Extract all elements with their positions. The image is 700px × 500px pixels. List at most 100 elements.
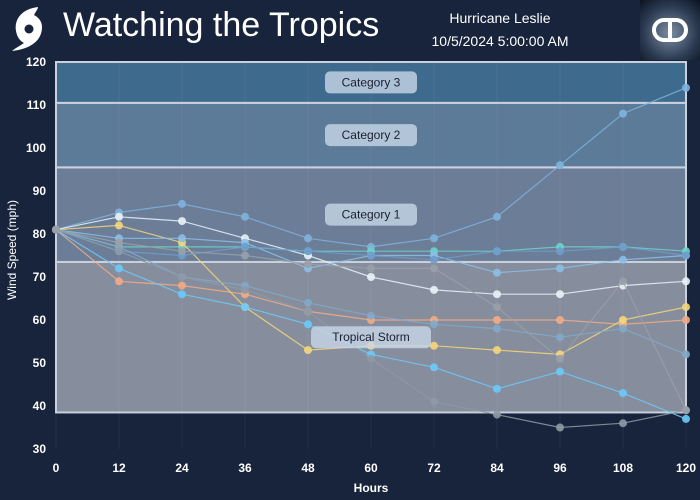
x-tick-label: 96: [553, 461, 567, 475]
band-label: Tropical Storm: [311, 326, 431, 349]
band-label-text: Tropical Storm: [332, 330, 410, 344]
x-tick-label: 0: [53, 461, 60, 475]
hurricane-icon: [12, 7, 42, 51]
data-point: [619, 324, 627, 333]
band-label-box: [325, 124, 417, 147]
band-label-box: [311, 326, 431, 349]
band-label-text: Category 3: [342, 75, 401, 89]
data-point: [304, 260, 312, 269]
data-point: [178, 273, 186, 281]
data-point: [619, 109, 627, 118]
data-point: [619, 419, 627, 428]
x-tick-label: 48: [301, 461, 315, 475]
data-point: [556, 423, 564, 432]
data-point: [241, 242, 249, 251]
data-point: [619, 316, 627, 324]
data-point: [304, 298, 312, 307]
y-axis-label: Wind Speed (mph): [5, 200, 19, 300]
data-point: [115, 212, 123, 221]
data-point: [115, 238, 123, 247]
y-tick-label: 80: [33, 227, 47, 241]
data-point: [556, 290, 564, 299]
timestamp: 10/5/2024 5:00:00 AM: [431, 33, 569, 49]
data-point: [241, 251, 249, 260]
band-label-text: Category 1: [342, 208, 401, 222]
x-tick-label: 108: [613, 461, 633, 475]
data-point: [493, 212, 501, 221]
data-point: [493, 290, 501, 299]
data-point: [52, 225, 60, 234]
band-label-box: [325, 203, 417, 226]
data-point: [619, 277, 627, 286]
data-point: [178, 247, 186, 256]
y-tick-label: 50: [33, 356, 47, 370]
band-label: Category 1: [325, 203, 417, 226]
data-point: [430, 264, 438, 273]
y-tick-label: 70: [33, 270, 47, 284]
data-point: [493, 324, 501, 333]
data-point: [367, 264, 375, 273]
data-point: [178, 217, 186, 226]
data-point: [556, 333, 564, 342]
data-point: [493, 346, 501, 355]
data-point: [304, 320, 312, 329]
y-tick-label: 30: [33, 442, 47, 456]
data-point: [241, 303, 249, 312]
dd-logo-icon: [640, 0, 700, 60]
data-point: [619, 389, 627, 398]
data-point: [556, 316, 564, 324]
y-tick-label: 40: [33, 399, 47, 413]
x-tick-label: 84: [490, 461, 504, 475]
data-point: [115, 247, 123, 256]
data-point: [430, 341, 438, 350]
data-point: [682, 303, 690, 312]
data-point: [493, 316, 501, 324]
data-point: [304, 346, 312, 355]
data-point: [556, 367, 564, 376]
data-point: [115, 221, 123, 230]
x-axis-label: Hours: [354, 481, 389, 495]
data-point: [556, 247, 564, 256]
data-point: [241, 285, 249, 294]
band-label: Category 3: [325, 71, 417, 94]
data-point: [430, 285, 438, 294]
x-tick-label: 36: [238, 461, 252, 475]
data-point: [493, 410, 501, 419]
data-point: [178, 234, 186, 243]
data-point: [682, 277, 690, 286]
x-tick-label: 120: [676, 461, 696, 475]
data-point: [430, 363, 438, 372]
y-tick-label: 90: [33, 184, 47, 198]
data-point: [367, 354, 375, 363]
data-point: [304, 234, 312, 243]
header: Watching the Tropics Hurricane Leslie 10…: [0, 0, 700, 60]
data-point: [430, 234, 438, 243]
data-point: [619, 242, 627, 251]
data-point: [115, 277, 123, 286]
band-label: Category 2: [325, 124, 417, 147]
data-point: [556, 354, 564, 363]
y-tick-label: 120: [26, 55, 46, 69]
data-point: [682, 414, 690, 423]
data-point: [619, 255, 627, 264]
data-point: [682, 350, 690, 359]
x-tick-label: 12: [112, 461, 126, 475]
band-label-text: Category 2: [342, 128, 401, 142]
data-point: [493, 384, 501, 393]
data-point: [367, 251, 375, 260]
y-tick-label: 100: [26, 141, 46, 155]
storm-name: Hurricane Leslie: [449, 10, 551, 26]
y-tick-label: 110: [27, 98, 47, 112]
data-point: [493, 303, 501, 312]
data-point: [682, 406, 690, 415]
data-point: [493, 268, 501, 277]
data-point: [430, 255, 438, 264]
data-point: [115, 264, 123, 273]
data-point: [682, 83, 690, 92]
data-point: [178, 290, 186, 299]
x-tick-label: 24: [175, 461, 189, 475]
data-point: [178, 281, 186, 290]
data-point: [304, 247, 312, 256]
x-tick-label: 60: [364, 461, 378, 475]
